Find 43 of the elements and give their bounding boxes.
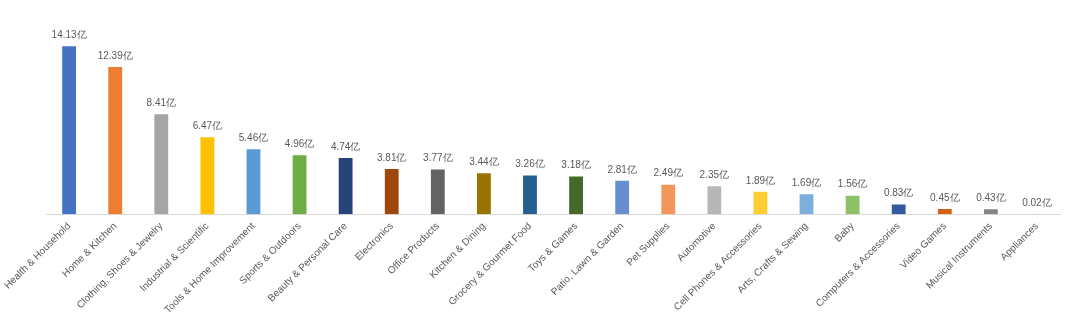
bar: [108, 66, 123, 215]
data-label: 2.35亿: [699, 169, 730, 181]
bar: [845, 195, 860, 215]
bar: [615, 180, 630, 215]
data-label: 5.46亿: [238, 132, 269, 144]
bar: [891, 204, 906, 215]
data-label: 3.26亿: [515, 158, 545, 170]
data-label: 3.44亿: [469, 156, 499, 168]
bar: [983, 209, 998, 215]
data-label: 0.02亿: [1022, 196, 1052, 208]
data-label: 14.13亿: [51, 28, 87, 40]
data-label: 0.43亿: [976, 191, 1006, 203]
data-label: 6.47亿: [192, 120, 223, 132]
data-label: 1.89亿: [745, 174, 776, 186]
data-label: 12.39亿: [97, 49, 133, 61]
data-label: 2.49亿: [653, 167, 683, 179]
data-label: 8.41亿: [146, 97, 177, 109]
data-label: 4.96亿: [284, 138, 315, 150]
bar: [937, 208, 952, 215]
data-label: 0.83亿: [883, 187, 914, 199]
data-label: 4.74亿: [330, 140, 361, 152]
data-label: 3.18亿: [561, 159, 591, 171]
bar: [246, 149, 261, 215]
bar: [430, 169, 445, 215]
bar: [523, 175, 537, 215]
data-label: 0.45亿: [930, 191, 960, 203]
bar: [753, 191, 768, 215]
bar: [799, 194, 814, 215]
data-label: 2.81亿: [607, 163, 637, 175]
bar: [661, 184, 676, 215]
bar: [477, 173, 491, 215]
data-label: 3.81亿: [377, 151, 407, 163]
bar: [384, 168, 399, 215]
bar: [569, 176, 583, 215]
bar: [200, 137, 215, 215]
data-label: 1.69亿: [791, 176, 822, 188]
data-label: 3.77亿: [423, 152, 453, 164]
bar: [62, 46, 77, 215]
bar: [154, 114, 169, 215]
bar: [338, 157, 353, 215]
data-label: 1.56亿: [837, 178, 868, 190]
bar: [707, 186, 722, 215]
bar: [292, 155, 307, 215]
